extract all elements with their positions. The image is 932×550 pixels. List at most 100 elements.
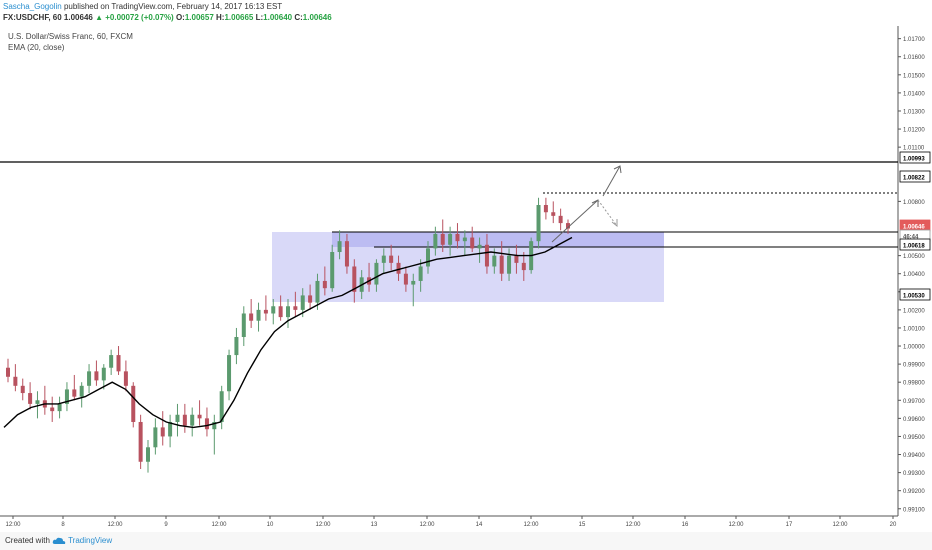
candle-body: [190, 414, 195, 426]
time-tick-label: 12:00: [107, 522, 123, 528]
candle-body: [389, 255, 394, 263]
price-tick-1.00200: 1.00200: [903, 308, 925, 314]
low-label: L:: [255, 13, 264, 22]
author-link[interactable]: Sascha_Gogolin: [3, 2, 62, 11]
price-tick-1.01600: 1.01600: [903, 55, 925, 61]
candle-body: [514, 255, 519, 263]
candle-body: [403, 273, 408, 285]
ema-20-line: [3, 236, 573, 429]
candle-body: [64, 389, 69, 404]
price-tick-1.01400: 1.01400: [903, 91, 925, 97]
candle-body: [219, 391, 224, 422]
arrow-down-dotted: [597, 199, 618, 227]
candle-body: [116, 355, 121, 372]
price-tick-0.99600: 0.99600: [903, 417, 925, 423]
candle-body: [101, 367, 106, 381]
publish-info: published on TradingView.com, February 1…: [63, 2, 283, 11]
candle-body: [87, 371, 92, 386]
candle-body: [484, 244, 489, 267]
price-tick-0.99200: 0.99200: [903, 489, 925, 495]
candle-body: [123, 371, 128, 386]
candle-body: [286, 306, 290, 318]
created-with-label: Created with: [5, 536, 50, 545]
candle-body: [462, 237, 467, 242]
candle-body: [263, 309, 268, 314]
cloud-icon: [52, 538, 66, 545]
candle-body: [175, 414, 180, 422]
candle-body: [212, 421, 217, 430]
candle-body: [308, 295, 313, 303]
price-tick-0.99800: 0.99800: [903, 381, 925, 387]
candle-body: [241, 313, 246, 337]
price-label-1.00530: 1.00530: [903, 294, 925, 300]
candle-body: [543, 205, 548, 213]
tradingview-logo-link[interactable]: TradingView: [52, 532, 112, 550]
price-label-box: [899, 151, 931, 164]
price-tick-1.00800: 1.00800: [903, 200, 925, 206]
time-tick-label: 12:00: [315, 522, 331, 528]
projection-arrows[interactable]: [551, 165, 622, 243]
candle-body: [300, 295, 305, 310]
chart-title: U.S. Dollar/Swiss Franc, 60, FXCM: [8, 32, 133, 41]
open-label: O:: [175, 13, 185, 22]
candle-body: [330, 252, 335, 289]
arrow-head-3: [613, 165, 622, 174]
candles: [6, 197, 570, 473]
candle-body: [536, 205, 541, 242]
price-tick-1.00000: 1.00000: [903, 345, 925, 351]
candle-body: [153, 427, 158, 448]
time-tick-label: 12:00: [419, 522, 435, 528]
price-tick-0.99300: 0.99300: [903, 471, 925, 477]
candle-body: [278, 306, 283, 318]
candle-body: [507, 255, 512, 274]
price-axis: 1.01700 1.01600 1.01500 1.01400 1.01300 1.012…: [898, 37, 931, 513]
price-tick-1.01300: 1.01300: [903, 109, 925, 115]
candle-body: [168, 421, 173, 437]
price-label-46:44: 46:44: [903, 235, 919, 241]
price-tick-1.01700: 1.01700: [903, 37, 925, 43]
candle-body: [50, 407, 55, 412]
candle-body: [433, 233, 438, 249]
candle-body: [227, 355, 232, 392]
candle-body: [470, 237, 475, 249]
ohlc-line: FX:USDCHF, 60 1.00646 ▲ +0.00072 (+0.07%…: [3, 12, 332, 23]
price-chart[interactable]: U.S. Dollar/Swiss Franc, 60, FXCM EMA (2…: [0, 0, 932, 532]
last-price: 1.00646: [63, 13, 93, 22]
candle-body: [352, 266, 357, 292]
time-tick-label: 17: [786, 522, 793, 528]
candle-body: [440, 233, 445, 245]
price-label-box: [899, 238, 931, 251]
time-tick-label: 13: [371, 522, 378, 528]
price-label-box: [899, 170, 931, 183]
price-tick-0.99700: 0.99700: [903, 399, 925, 405]
candle-body: [94, 371, 99, 381]
price-label-1.00618: 1.00618: [903, 244, 925, 250]
candle-body: [558, 215, 563, 224]
candle-body: [131, 385, 136, 422]
time-tick-label: 12:00: [728, 522, 744, 528]
price-label-1.00993: 1.00993: [903, 157, 925, 163]
candle-body: [35, 400, 40, 404]
supply-zone[interactable]: [272, 232, 664, 302]
high-value: 1.00665: [224, 13, 254, 22]
arrow-head-2: [611, 219, 618, 228]
candle-body: [57, 403, 62, 412]
indicator-label: EMA (20, close): [8, 43, 65, 52]
close-value: 1.00646: [302, 13, 332, 22]
range-zone-top: [332, 232, 664, 247]
candle-body: [146, 447, 150, 462]
price-tick-1.01200: 1.01200: [903, 128, 925, 134]
price-tick-1.01500: 1.01500: [903, 73, 925, 79]
price-tick-0.99500: 0.99500: [903, 435, 925, 441]
key-levels[interactable]: [0, 161, 898, 248]
candle-body: [418, 266, 423, 281]
price-tick-0.99100: 0.99100: [903, 507, 925, 513]
candle-body: [551, 212, 556, 216]
candle-body: [344, 241, 349, 267]
time-tick-label: 15: [579, 522, 586, 528]
price-label-1.00646: 1.00646: [903, 225, 925, 231]
price-change: ▲ +0.00072 (+0.07%): [95, 13, 174, 22]
time-tick-label: 8: [61, 522, 65, 528]
candle-body: [374, 262, 379, 285]
time-tick-label: 12:00: [211, 522, 227, 528]
